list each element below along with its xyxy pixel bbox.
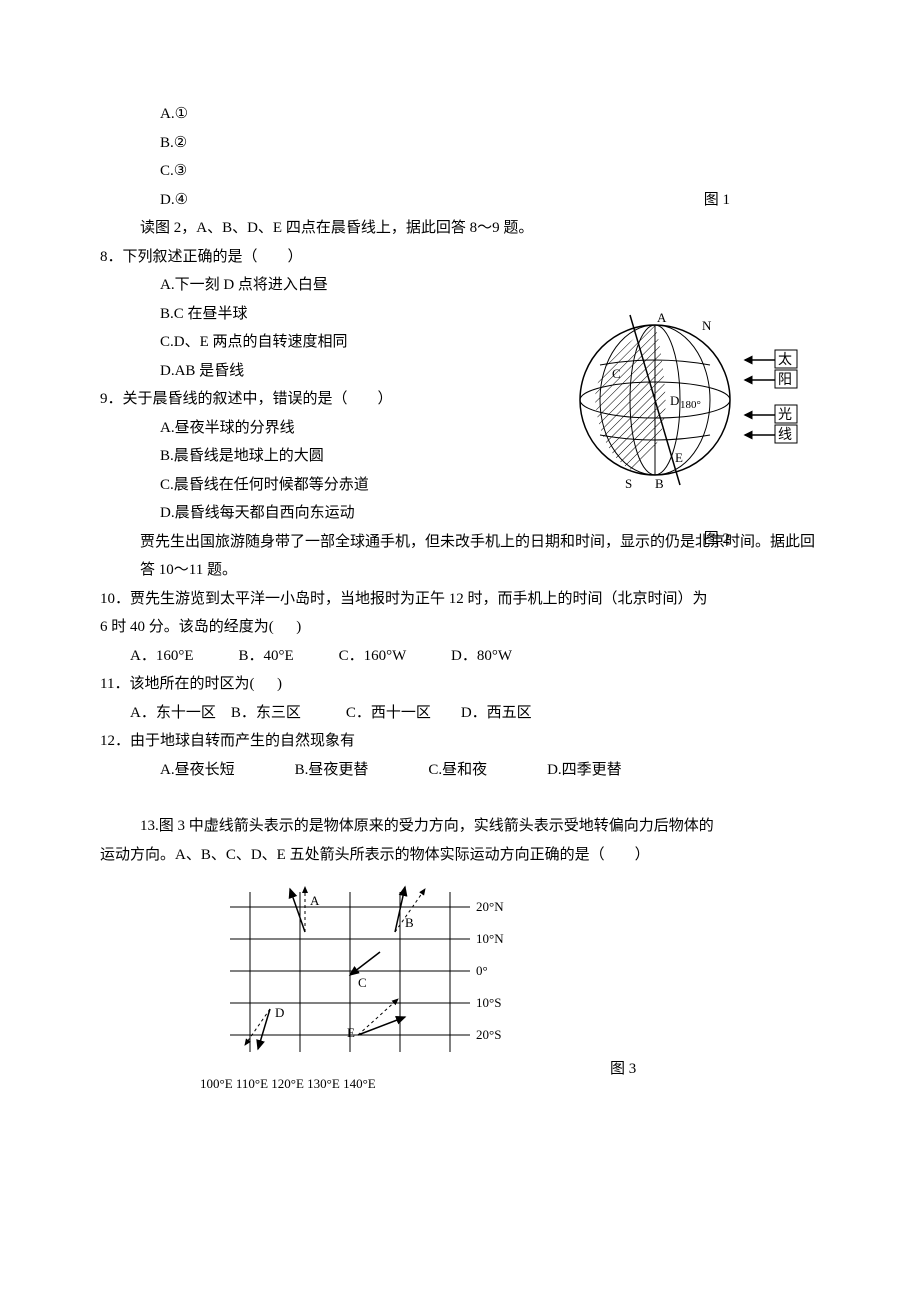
q7-option-c: C.③ [100, 157, 820, 186]
svg-text:C: C [358, 975, 367, 990]
svg-text:光: 光 [778, 407, 792, 423]
svg-text:E: E [347, 1025, 355, 1040]
exam-page: A.① B.② C.③ D.④ 图 1 读图 2，A、B、D、E 四点在晨昏线上… [100, 100, 820, 1097]
q13-stem1: 13.图 3 中虚线箭头表示的是物体原来的受力方向，实线箭头表示受地转偏向力后物… [100, 812, 820, 841]
q10-stem2: 6 时 40 分。该岛的经度为( ) [100, 613, 820, 642]
q8-stem: 8．下列叙述正确的是（ ） [100, 243, 820, 272]
svg-text:180°: 180° [680, 399, 701, 411]
q13-stem2: 运动方向。A、B、C、D、E 五处箭头所表示的物体实际运动方向正确的是（ ） [100, 841, 820, 870]
svg-text:C: C [612, 366, 621, 381]
q7-option-b: B.② [100, 129, 820, 158]
svg-text:太: 太 [778, 352, 792, 368]
svg-text:A: A [657, 310, 667, 325]
svg-text:10°S: 10°S [476, 995, 501, 1010]
svg-text:A: A [310, 893, 320, 908]
q10-stem1: 10．贾先生游览到太平洋一小岛时，当地报时为正午 12 时，而手机上的时间（北京… [100, 585, 820, 614]
figure3-diagram: 20°N 10°N 0° 10°S 20°S A B C D E [200, 877, 820, 1067]
svg-text:线: 线 [778, 427, 792, 443]
figure2-label: 图 2 [704, 525, 730, 554]
svg-text:B: B [655, 476, 664, 491]
q7-option-a: A.① [100, 100, 820, 129]
q9-option-d: D.晨昏线每天都自西向东运动 [100, 499, 820, 528]
svg-text:20°S: 20°S [476, 1027, 501, 1042]
svg-text:B: B [405, 915, 414, 930]
svg-text:S: S [625, 476, 632, 491]
spacer [100, 784, 820, 812]
svg-text:20°N: 20°N [476, 899, 504, 914]
intro-q8-9: 读图 2，A、B、D、E 四点在晨昏线上，据此回答 8～9 题。 [100, 214, 820, 243]
q12-options: A.昼夜长短 B.昼夜更替 C.昼和夜 D.四季更替 [100, 756, 820, 785]
figure1-label: 图 1 [704, 186, 730, 215]
svg-text:10°N: 10°N [476, 931, 504, 946]
figure2-diagram: A N C D 180° E B S 太 阳 光 线 [570, 300, 800, 500]
svg-text:D: D [670, 393, 679, 408]
q11-stem: 11．该地所在的时区为( ) [100, 670, 820, 699]
svg-text:N: N [702, 318, 712, 333]
q12-stem: 12．由于地球自转而产生的自然现象有 [100, 727, 820, 756]
svg-text:阳: 阳 [778, 372, 792, 388]
svg-text:E: E [675, 450, 683, 465]
svg-text:0°: 0° [476, 963, 488, 978]
q10-options: A．160°E B．40°E C．160°W D．80°W [100, 642, 820, 671]
q8-option-a: A.下一刻 D 点将进入白昼 [100, 271, 820, 300]
svg-text:D: D [275, 1005, 284, 1020]
figure3-caption: 100°E 110°E 120°E 130°E 140°E [200, 1072, 820, 1097]
figure3-label: 图 3 [610, 1055, 636, 1084]
q11-options: A．东十一区 B．东三区 C．西十一区 D．西五区 [100, 699, 820, 728]
